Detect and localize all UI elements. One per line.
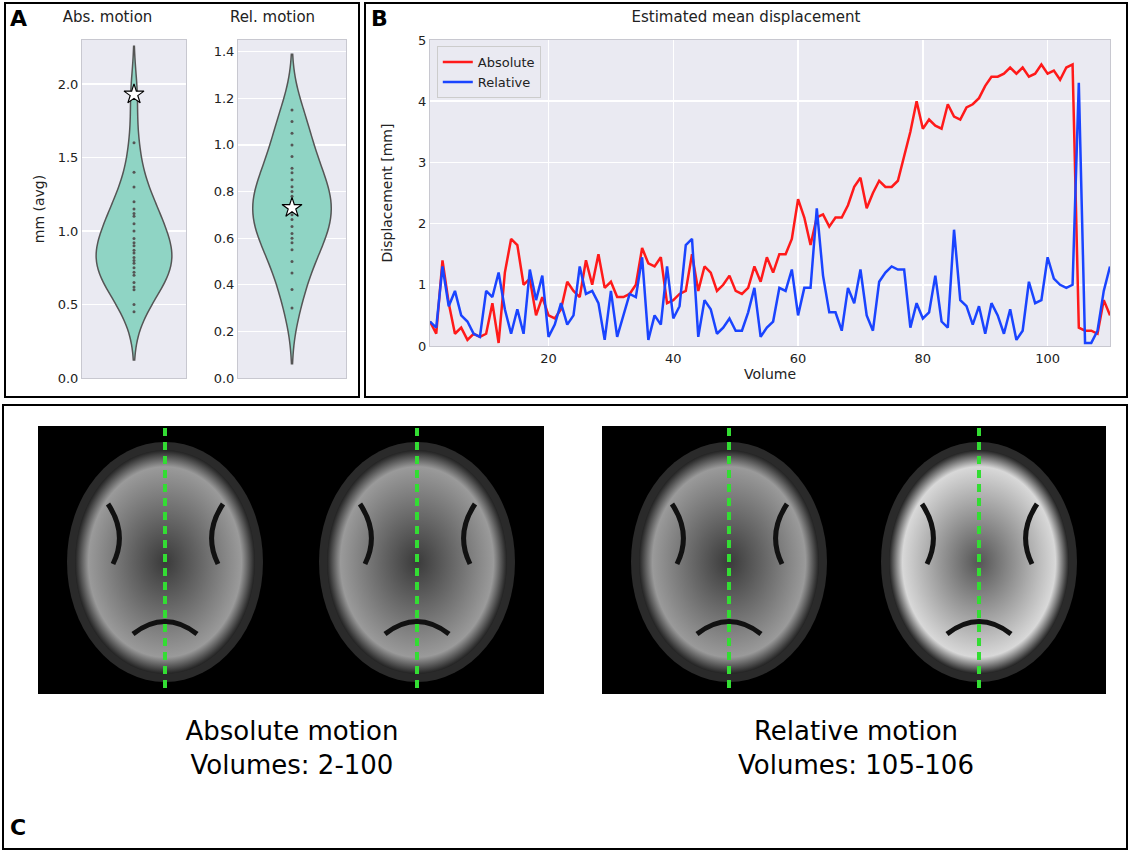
svg-text:0.0: 0.0: [58, 371, 79, 386]
html-text:C: C: [10, 815, 27, 840]
svg-text:Abs. motion: Abs. motion: [63, 8, 153, 26]
svg-text:40: 40: [665, 351, 682, 366]
svg-text:Absolute: Absolute: [478, 55, 535, 70]
svg-text:1.2: 1.2: [214, 91, 235, 106]
svg-text:0.8: 0.8: [214, 184, 235, 199]
svg-text:0.4: 0.4: [214, 277, 235, 292]
html-text:Volumes: 105-106: Volumes: 105-106: [738, 750, 974, 780]
svg-text:20: 20: [540, 351, 557, 366]
svg-text:1: 1: [418, 277, 426, 292]
svg-text:Volume: Volume: [744, 366, 796, 382]
svg-text:100: 100: [1035, 351, 1060, 366]
svg-text:0: 0: [418, 339, 426, 354]
svg-text:4: 4: [418, 94, 426, 109]
svg-text:Estimated mean displacement: Estimated mean displacement: [632, 8, 861, 26]
svg-text:0.6: 0.6: [214, 231, 235, 246]
svg-text:80: 80: [915, 351, 932, 366]
svg-text:Rel. motion: Rel. motion: [230, 8, 315, 26]
html-text:Volumes: 2-100: Volumes: 2-100: [190, 750, 394, 780]
svg-text:0.2: 0.2: [214, 324, 235, 339]
svg-text:1.0: 1.0: [58, 224, 79, 239]
svg-text:mm (avg): mm (avg): [31, 175, 47, 243]
svg-text:Relative: Relative: [478, 75, 530, 90]
html-text:B: B: [371, 6, 388, 31]
svg-text:1.4: 1.4: [214, 44, 235, 59]
svg-text:0.0: 0.0: [214, 371, 235, 386]
svg-text:3: 3: [418, 155, 426, 170]
svg-text:1.5: 1.5: [58, 150, 79, 165]
html-text:Relative motion: Relative motion: [753, 716, 959, 746]
svg-text:2: 2: [418, 216, 426, 231]
svg-text:Displacement [mm]: Displacement [mm]: [379, 124, 395, 263]
html-text:Absolute motion: Absolute motion: [185, 716, 399, 746]
svg-text:0.5: 0.5: [58, 297, 79, 312]
svg-text:1.0: 1.0: [214, 137, 235, 152]
svg-text:5: 5: [418, 33, 426, 48]
svg-text:60: 60: [790, 351, 807, 366]
svg-text:2.0: 2.0: [58, 77, 79, 92]
html-text:A: A: [10, 6, 27, 31]
